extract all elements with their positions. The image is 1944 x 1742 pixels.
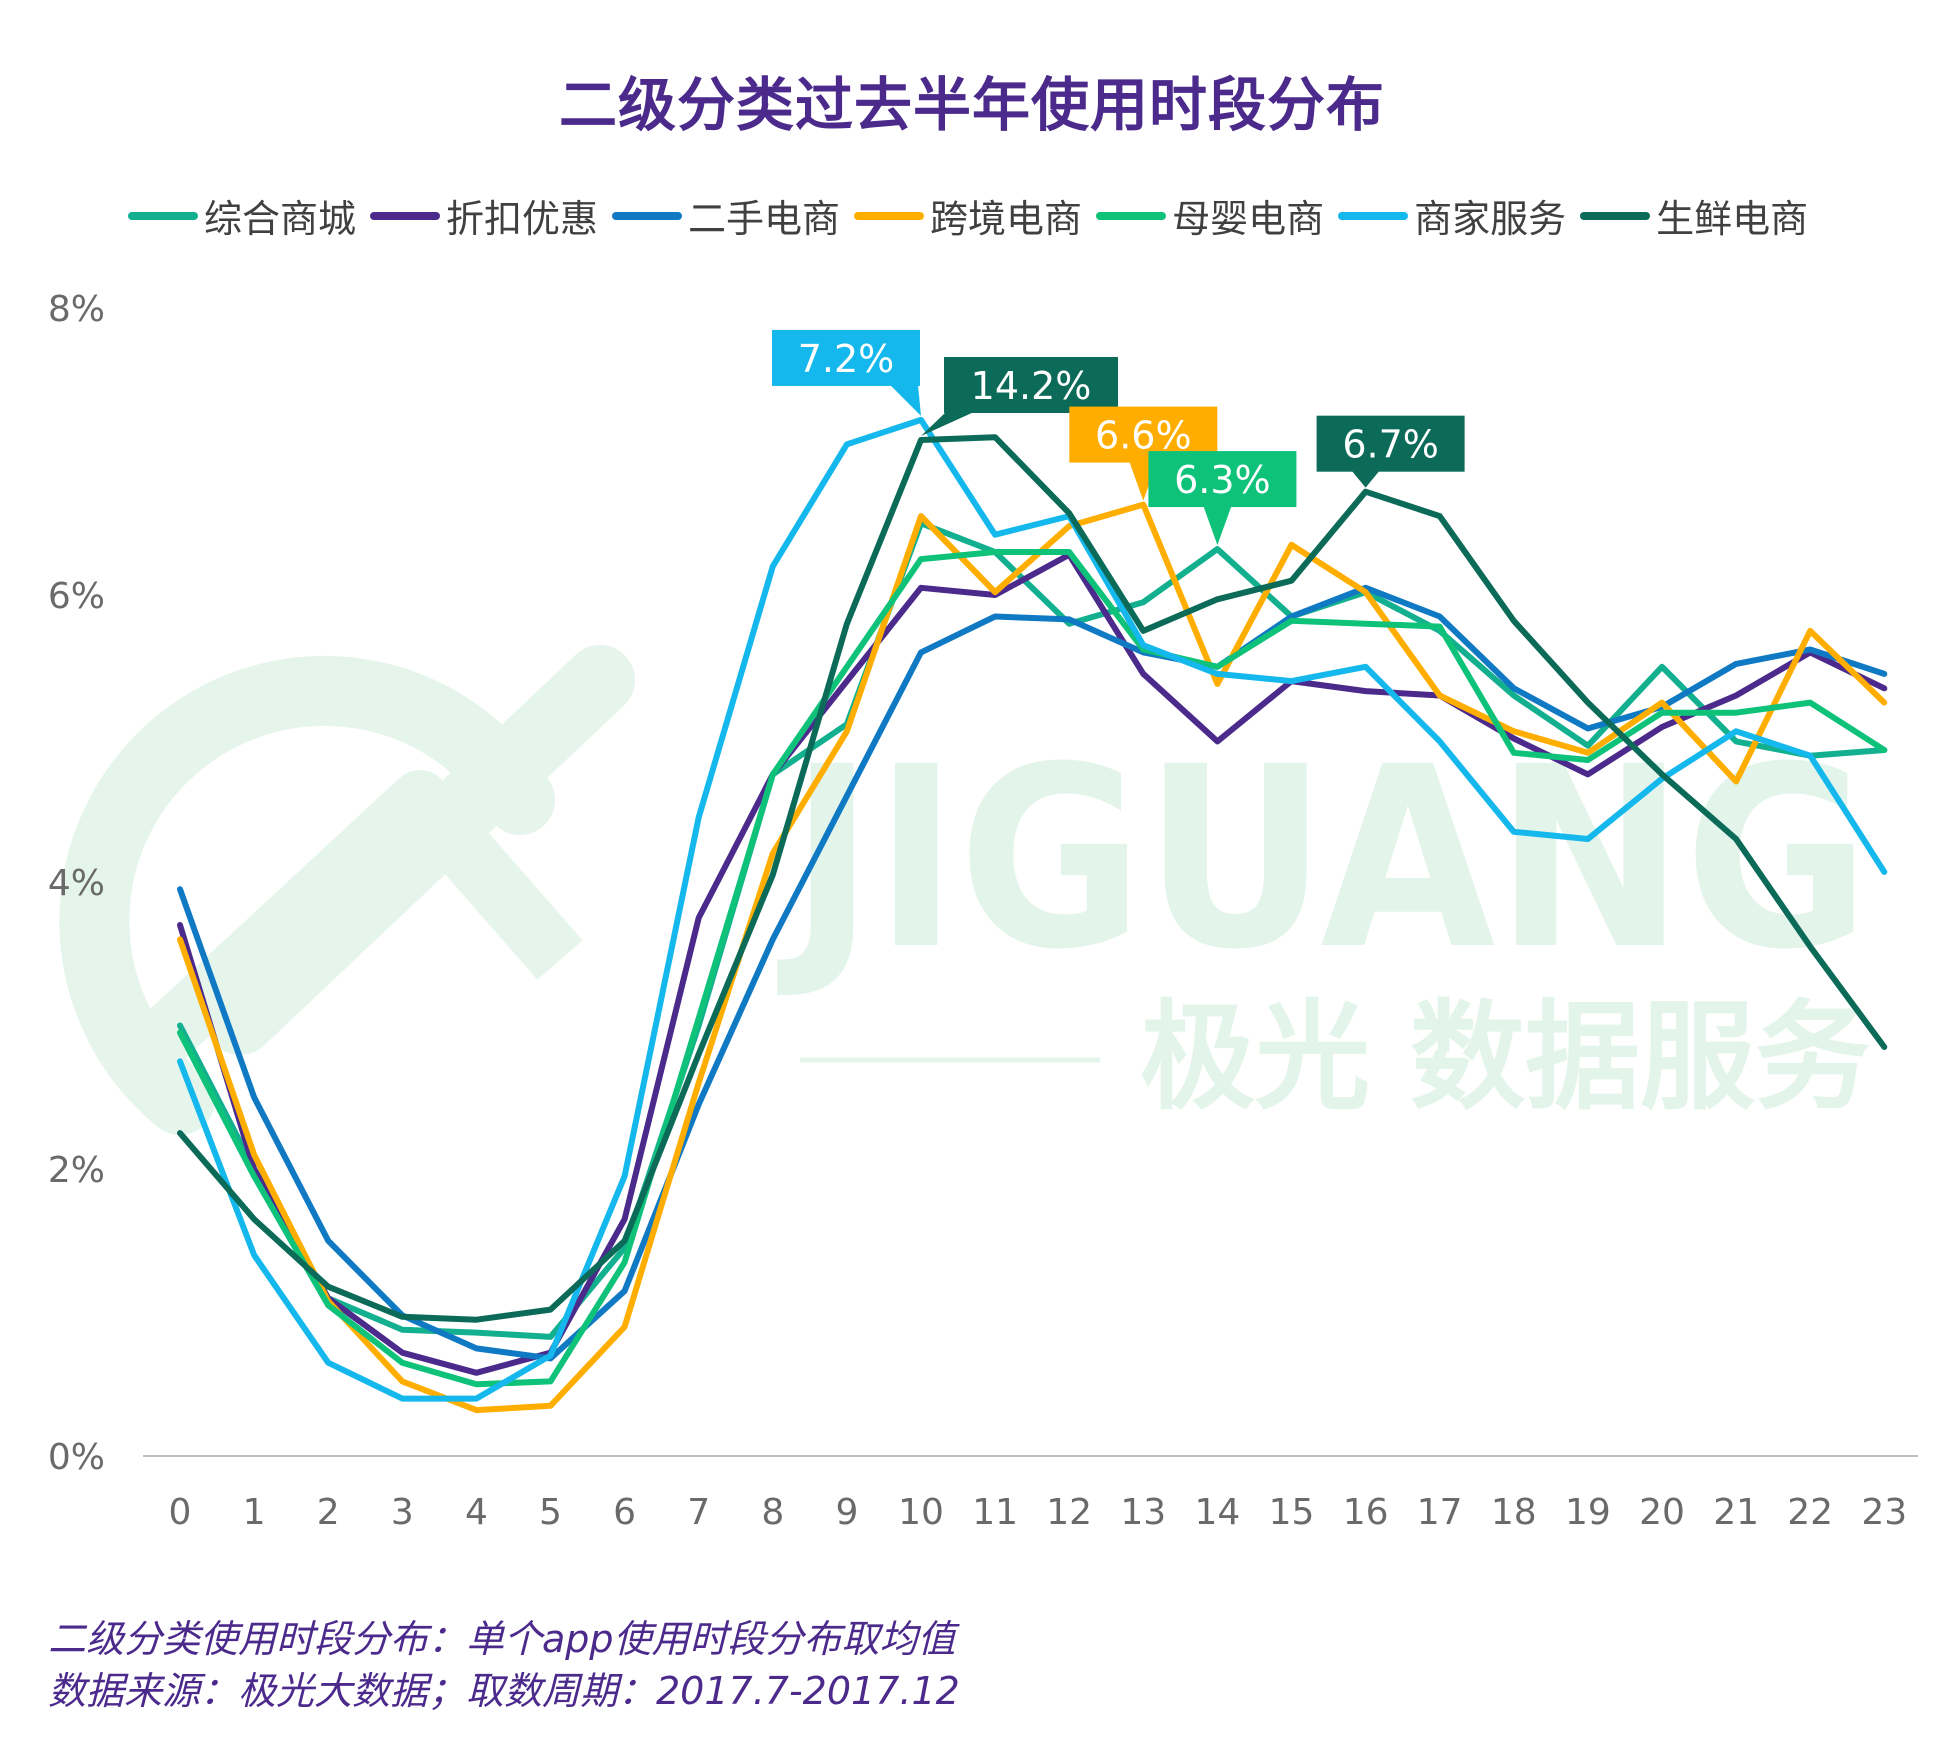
legend-item: 生鲜电商: [1580, 188, 1808, 243]
chart-legend: 综合商城 折扣优惠 二手电商 跨境电商 母婴电商 商家服务 生鲜电商: [128, 188, 1822, 243]
legend-item: 母婴电商: [1096, 188, 1324, 243]
legend-item: 折扣优惠: [370, 188, 598, 243]
callout: 6.6%: [1069, 406, 1218, 501]
y-tick-label: 0%: [48, 1437, 105, 1478]
callout-box: [1316, 415, 1465, 472]
x-tick-label: 11: [972, 1492, 1018, 1533]
callout-label: 6.6%: [1095, 414, 1192, 458]
series-line: [177, 520, 1888, 1340]
callout: 6.7%: [1316, 415, 1465, 488]
x-tick-label: 3: [391, 1492, 414, 1533]
callout-label: 7.2%: [798, 337, 895, 381]
legend-item: 二手电商: [612, 188, 840, 243]
legend-label: 二手电商: [688, 197, 841, 241]
x-tick-label: 5: [539, 1492, 562, 1533]
callout-pointer: [890, 384, 921, 416]
x-tick-label: 22: [1787, 1492, 1833, 1533]
legend-swatch: [128, 211, 198, 220]
legend-item: 商家服务: [1338, 188, 1566, 243]
x-tick-label: 17: [1417, 1492, 1463, 1533]
callouts: 7.2% 14.2%6.6%6.3% 6.7%: [772, 329, 1465, 546]
x-tick-label: 6: [613, 1492, 636, 1533]
callout-pointer: [1203, 506, 1232, 546]
x-axis-ticks: 0 1 2 3 4 5 6 7 8 9 10 11 12 13 14 15 16 17 18 19 20 21 22 23: [169, 1492, 1908, 1533]
legend-label: 折扣优惠: [446, 197, 599, 241]
x-tick-label: 18: [1491, 1492, 1537, 1533]
callout: 14.2%: [921, 357, 1118, 437]
footnote-source: 数据来源：极光大数据；取数周期：2017.7-2017.12: [48, 1669, 960, 1713]
x-tick-label: 16: [1343, 1492, 1389, 1533]
y-tick-label: 4%: [48, 863, 105, 904]
series-line: [177, 434, 1888, 1323]
footnote-definition: 二级分类使用时段分布：单个app使用时段分布取均值: [48, 1617, 956, 1661]
callout-label: 6.7%: [1342, 423, 1439, 467]
legend-swatch: [854, 211, 925, 220]
callout-label: 14.2%: [971, 364, 1092, 408]
x-tick-label: 12: [1046, 1492, 1092, 1533]
x-tick-label: 21: [1713, 1492, 1759, 1533]
y-tick-label: 6%: [48, 576, 105, 617]
x-tick-label: 2: [317, 1492, 340, 1533]
legend-label: 生鲜电商: [1656, 197, 1809, 241]
chart-title: 二级分类过去半年使用时段分布: [558, 71, 1385, 139]
x-tick-label: 4: [465, 1492, 488, 1533]
x-tick-label: 10: [898, 1492, 944, 1533]
legend-item: 综合商城: [128, 188, 356, 243]
callout-label: 6.3%: [1174, 458, 1271, 502]
legend-swatch: [1338, 211, 1409, 220]
callout-pointer: [921, 412, 974, 437]
legend-label: 综合商城: [204, 197, 357, 241]
x-tick-label: 20: [1639, 1492, 1685, 1533]
legend-swatch: [612, 211, 683, 220]
legend-item: 跨境电商: [854, 188, 1082, 243]
legend-swatch: [370, 211, 441, 220]
legend-swatch: [1096, 211, 1167, 220]
callout: 6.3%: [1148, 451, 1297, 546]
callout-pointer: [1351, 470, 1380, 488]
legend-label: 母婴电商: [1172, 197, 1325, 241]
legend-swatch: [1580, 211, 1651, 220]
x-tick-label: 9: [835, 1492, 858, 1533]
series-line: [177, 501, 1888, 1414]
series-lines: [177, 416, 1888, 1414]
y-axis-ticks: 0% 2% 4% 6% 8%: [48, 289, 105, 1478]
x-tick-label: 23: [1861, 1492, 1907, 1533]
x-tick-label: 19: [1565, 1492, 1611, 1533]
callout-box: [772, 329, 920, 386]
series-line: [177, 549, 1888, 1388]
series-line: [177, 584, 1888, 1362]
watermark-tagline: 极光 数据服务: [1140, 988, 1870, 1126]
x-tick-label: 0: [169, 1492, 192, 1533]
y-tick-label: 2%: [48, 1150, 105, 1191]
watermark-brand: JIGUANG: [776, 713, 1870, 1004]
watermark: JIGUANG 极光 数据服务: [59, 645, 1870, 1135]
series-line: [177, 551, 1888, 1376]
x-tick-label: 15: [1269, 1492, 1315, 1533]
x-tick-label: 8: [761, 1492, 784, 1533]
jiguang-logo-icon: [59, 645, 635, 1135]
x-tick-label: 13: [1120, 1492, 1166, 1533]
series-line: [177, 416, 1888, 1402]
callout: 7.2%: [772, 329, 921, 416]
x-tick-label: 1: [243, 1492, 266, 1533]
callout-box: [1148, 451, 1297, 508]
y-tick-label: 8%: [48, 289, 105, 330]
legend-label: 跨境电商: [930, 197, 1083, 241]
x-tick-label: 14: [1194, 1492, 1240, 1533]
callout-box: [944, 357, 1118, 414]
legend-label: 商家服务: [1414, 197, 1567, 241]
x-tick-label: 7: [687, 1492, 710, 1533]
